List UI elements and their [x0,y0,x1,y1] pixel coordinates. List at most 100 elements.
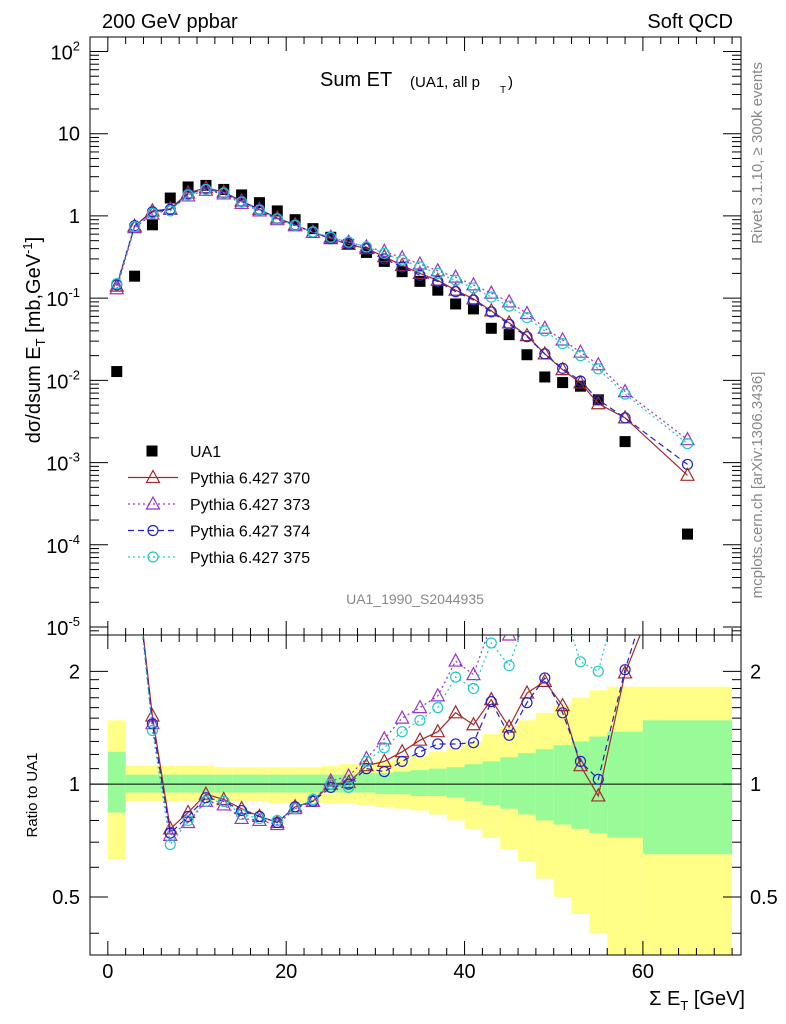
main-data-point [412,265,428,279]
main-data-point [619,436,631,448]
main-data-point [519,327,535,342]
main-data-point [127,219,143,234]
main-data-point [200,183,212,196]
main-data-point [234,195,250,210]
ratio-data-point [360,755,373,767]
ratio-data-point [200,795,212,807]
ratio-data-point [343,778,355,790]
main-data-point [218,187,230,199]
ratio-data-point [430,723,446,738]
ratio-data-point [146,724,159,737]
main-series-1 [109,179,696,481]
legend-label: UA1 [190,444,221,461]
ratio-data-point [617,664,633,679]
main-series-line [116,187,688,465]
ratio-ylabel: Ratio to UA1 [24,752,41,837]
ratio-data-point [448,652,464,667]
ratio-data-point [557,707,569,719]
main-data-point [198,179,214,194]
main-data-point [200,179,212,191]
uncertainty-bands [107,686,733,955]
plot-title-main: Sum ET [320,69,392,91]
main-data-point [432,284,444,296]
ratio-y-tick-label: 1 [69,774,80,796]
ratio-series [112,367,692,851]
legend-item: Pythia 6.427 375 [128,550,310,567]
ratio-data-point [574,656,587,668]
main-data-point [503,329,515,341]
ratio-y-tick-label: 0.5 [52,887,80,909]
ratio-data-point [556,583,569,595]
ratio-data-point [162,820,178,835]
band-inner [286,774,305,793]
main-data-point [681,458,694,471]
main-data-point [485,306,497,318]
band-inner [393,771,412,795]
main-data-point [164,192,176,204]
ratio-data-point [182,810,194,823]
legend-item: Pythia 6.427 370 [128,469,310,488]
ratio-data-point [432,738,444,750]
ratio-data-point [521,697,533,709]
ratio-data-point [412,731,428,746]
main-data-point [396,254,408,266]
main-series-4 [111,183,694,450]
band-inner [553,745,572,825]
main-data-point [111,278,123,290]
band-inner [125,774,144,793]
band-inner [446,767,465,798]
ratio-data-point [112,384,122,394]
ratio-data-point [619,664,631,676]
ratio-data-point [592,615,605,627]
ratio-data-point [465,716,481,731]
main-data-point [414,269,426,281]
ratio-data-point [501,635,517,641]
x-tick-label: 40 [453,961,475,983]
ratio-data-point [325,778,337,790]
main-data-point [109,277,125,292]
ratio-data-point [574,755,587,767]
ratio-data-point [558,601,568,611]
main-data-point [146,219,158,231]
ratio-data-point [271,814,283,827]
ratio-data-point [620,563,630,573]
main-data-point [236,196,248,208]
ratio-data-point [218,795,230,807]
ratio-data-point [465,666,481,681]
ratio-data-point [216,791,232,806]
main-data-point [485,291,497,303]
legend-marker [145,495,161,510]
ratio-data-point [592,665,604,677]
ratio-data-point [682,367,692,377]
main-data-point [146,207,159,219]
main-data-point [164,205,176,217]
header-left: 200 GeV ppbar [102,11,238,33]
main-data-point [432,267,444,279]
ratio-data-point [376,730,392,745]
main-data-point [539,348,551,360]
y-tick-label: 10-3 [46,450,80,476]
ratio-data-point [537,673,553,687]
ratio-data-point [162,827,178,841]
main-data-point [485,322,497,334]
mcplots-label: mcplots.cern.ch [arXiv:1306.3436] [749,372,766,599]
y-tick-label: 10-2 [46,367,80,393]
plot-title-sub-index: T [500,85,506,96]
header-right: Soft QCD [647,11,733,33]
ratio-data-point [538,556,551,568]
ratio-data-point [253,812,266,825]
ratio-data-point [555,697,571,712]
band-inner [607,731,643,838]
ratio-data-point [522,610,532,620]
ratio-data-point [483,691,499,706]
main-data-point [619,412,631,424]
main-data-point [271,213,283,225]
band-inner [143,774,162,793]
ratio-data-point [414,746,426,758]
main-data-point [557,362,569,374]
ratio-data-point [412,699,428,714]
ratio-data-point [396,755,408,767]
main-data-point [378,253,390,265]
ratio-data-point [130,549,140,559]
ratio-y-tick-label-right: 1 [750,774,761,796]
